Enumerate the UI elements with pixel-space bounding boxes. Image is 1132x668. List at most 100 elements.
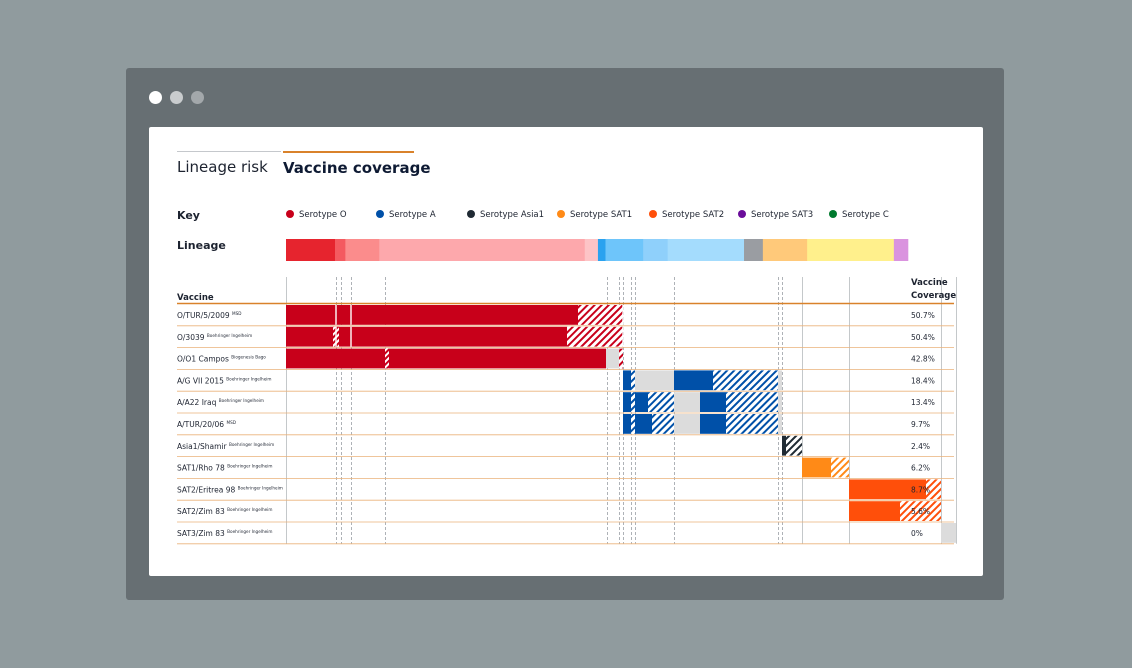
coverage-bar-solid (623, 392, 631, 412)
key-item-serotype-sat2[interactable]: Serotype SAT2 (649, 210, 724, 220)
vaccine-producer: Boehringer Ingelheim (227, 529, 272, 534)
window-close-dot[interactable] (149, 91, 162, 104)
tab-vaccine-coverage[interactable]: Vaccine coverage (283, 151, 431, 183)
coverage-bar-partial (726, 392, 778, 412)
key-item-label: Serotype SAT2 (662, 210, 725, 220)
coverage-value: 18.4% (911, 376, 935, 385)
lineage-segment (286, 239, 336, 261)
vaccine-producer: Boehringer Ingelheim (238, 485, 283, 490)
coverage-value: 9.7% (911, 420, 930, 429)
rows-layer (177, 302, 956, 545)
coverage-bar-solid (782, 435, 786, 456)
coverage-bar-partial (926, 479, 941, 500)
lineage-segment (584, 239, 599, 261)
key-swatch (738, 210, 746, 218)
key-item-serotype-c[interactable]: Serotype C (829, 210, 889, 220)
key-item-serotype-sat3[interactable]: Serotype SAT3 (738, 210, 813, 220)
key-item-serotype-asia1[interactable]: Serotype Asia1 (467, 210, 544, 220)
table-row (177, 326, 954, 349)
vaccine-name: O/3039 Boehringer Ingelheim (177, 333, 252, 342)
coverage-bar-solid (635, 414, 652, 434)
coverage-bar-partial (900, 501, 941, 521)
coverage-bar-partial (578, 305, 623, 325)
coverage-bar-solid (286, 348, 606, 369)
lineage-segment (762, 239, 808, 261)
coverage-bar-solid (286, 326, 567, 347)
key-swatch (467, 210, 475, 218)
coverage-bar-solid (849, 479, 926, 500)
coverage-bar-divider (622, 326, 624, 347)
vaccine-strain: A/TUR/20/06 (177, 420, 226, 429)
coverage-bar-divider (350, 305, 352, 325)
coverage-bar-solid (623, 370, 631, 391)
table-row (177, 501, 954, 523)
table-row (177, 348, 954, 370)
coverage-bar-partial (648, 392, 674, 412)
coverage-bar-solid (635, 392, 648, 412)
coverage-bar-solid (849, 501, 900, 521)
key-swatch (829, 210, 837, 218)
coverage-bar-solid (623, 414, 631, 434)
vaccine-strain: Asia1/Shamir (177, 442, 229, 451)
vaccine-name: A/TUR/20/06 MSD (177, 420, 236, 429)
table-row (177, 479, 954, 501)
key-swatch (286, 210, 294, 218)
content-panel: Lineage risk Vaccine coverage Key Seroty… (149, 127, 983, 576)
lineage-segment (379, 239, 586, 261)
coverage-value: 2.4% (911, 442, 930, 451)
key-swatch (376, 210, 384, 218)
coverage-bar-partial (631, 414, 635, 434)
vaccine-strain: SAT2/Eritrea 98 (177, 485, 238, 494)
window-minimize-dot[interactable] (170, 91, 183, 104)
table-row (177, 370, 954, 392)
coverage-bar-partial (631, 370, 635, 391)
table-row (177, 305, 954, 327)
lineage-segment (667, 239, 745, 261)
vaccine-name: O/O1 Campos Biogenesis Bago (177, 355, 266, 364)
vaccine-name: SAT1/Rho 78 Boehringer Ingelheim (177, 464, 272, 473)
vaccine-producer: Boehringer Ingelheim (207, 333, 252, 338)
coverage-gap-cell (635, 370, 674, 391)
key-item-serotype-sat1[interactable]: Serotype SAT1 (557, 210, 632, 220)
coverage-bar-solid (700, 392, 726, 412)
lineage-segment (893, 239, 909, 261)
vaccine-name: A/A22 Iraq Boehringer Ingelheim (177, 398, 264, 407)
coverage-value: 50.7% (911, 311, 935, 320)
lineage-bar (286, 239, 909, 261)
coverage-bar-partial (385, 348, 389, 369)
key-item-label: Serotype Asia1 (480, 210, 545, 220)
coverage-bar-solid (802, 457, 831, 478)
vaccine-name: SAT2/Eritrea 98 Boehringer Ingelheim (177, 485, 283, 494)
vaccine-strain: SAT2/Zim 83 (177, 507, 227, 516)
labels-layer: Vaccine Vaccine Coverage O/TUR/5/2009 MSD 50… (177, 278, 956, 538)
coverage-bar-partial (831, 457, 849, 478)
coverage-gap-cell (778, 392, 782, 412)
coverage-bar-partial (631, 392, 635, 412)
tab-lineage-risk[interactable]: Lineage risk (177, 151, 281, 182)
vaccine-column-header: Vaccine (177, 293, 214, 303)
coverage-bar-solid (674, 370, 713, 391)
lineage-segment (335, 239, 346, 261)
coverage-bar-solid (700, 414, 726, 434)
lineage-label: Lineage (177, 239, 226, 252)
vaccine-producer: Biogenesis Bago (231, 355, 266, 360)
vaccine-producer: Boehringer Ingelheim (227, 464, 272, 469)
table-row (177, 523, 956, 545)
vaccine-producer: Boehringer Ingelheim (227, 507, 272, 512)
lineage-segment (605, 239, 644, 261)
coverage-value: 0% (911, 529, 923, 538)
key-item-serotype-a[interactable]: Serotype A (376, 210, 436, 220)
coverage-gap-cell (674, 392, 700, 412)
coverage-gap-cell (778, 370, 782, 391)
key-label: Key (177, 209, 200, 222)
key-item-serotype-o[interactable]: Serotype O (286, 210, 347, 220)
coverage-bar-partial (786, 435, 802, 456)
window-maximize-dot[interactable] (191, 91, 204, 104)
coverage-bar-partial (713, 370, 778, 391)
coverage-bar-solid (286, 305, 578, 325)
table-row (177, 457, 954, 479)
coverage-bar-divider (622, 305, 624, 325)
coverage-bar-partial (567, 326, 623, 347)
coverage-header-line: Vaccine (911, 278, 948, 288)
key-item-label: Serotype C (842, 210, 889, 220)
